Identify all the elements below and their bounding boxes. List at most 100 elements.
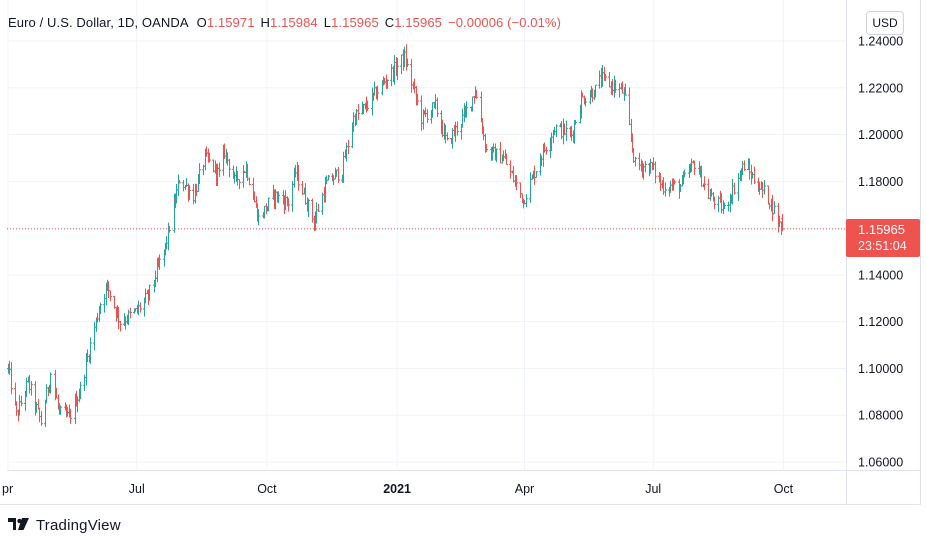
ohlc-bar [376,85,379,101]
ohlc-bar [614,79,617,93]
ohlc-bar [584,97,587,107]
y-tick-label: 1.08000 [858,409,903,423]
ohlc-bar [565,120,568,141]
ohlc-bar [317,203,320,212]
y-tick-label: 1.20000 [858,128,903,142]
ohlc-bar [727,201,730,212]
ohlc-bar [390,64,393,87]
price-chart[interactable]: 1.240001.220001.200001.180001.160001.140… [0,0,926,505]
y-tick-label: 1.10000 [858,362,903,376]
ohlc-bar [113,295,116,309]
ohlc-bar [499,141,502,164]
ohlc-bar [228,158,231,178]
ohlc-bar [480,91,483,123]
low-label: L [323,15,332,30]
ohlc-bar [400,54,403,75]
symbol-title[interactable]: Euro / U.S. Dollar, 1D, OANDA [8,15,189,30]
ohlc-bar [413,78,416,94]
grid [7,0,846,470]
ohlc-bar [347,139,350,155]
ohlc-bar [555,124,558,138]
ohlc-bar [773,201,776,215]
ohlc-bar [505,153,508,165]
last-price-value: 1.15965 [858,222,905,237]
ohlc-bar [723,202,726,210]
ohlc-bar [129,307,132,319]
ohlc-bar [158,254,161,271]
ohlc-bar [598,70,601,89]
symbol-legend: Euro / U.S. Dollar, 1D, OANDA O1.15971 H1.… [8,15,567,30]
ohlc-bar [519,182,522,199]
ohlc-bar [192,183,195,205]
x-tick-label: Jul [129,482,145,496]
high-label: H [260,15,271,30]
currency-button[interactable]: USD [866,11,904,35]
ohlc-bar [618,83,621,98]
ohlc-bar [307,198,310,217]
ohlc-bar [737,173,740,201]
x-axis-labels[interactable]: pr Jul Oct 2021 Apr Jul Oct [2,482,794,496]
ohlc-bar [301,180,304,195]
ohlc-bar [297,165,300,191]
ohlc-bar [604,73,607,82]
ohlc-bar [208,152,211,163]
ohlc-bar [267,197,270,212]
y-tick-label: 1.24000 [858,35,903,49]
ohlc-bar [426,109,429,123]
open-label: O [196,15,207,30]
ohlc-bar [148,284,151,301]
ohlc-bar [733,182,736,195]
x-tick-label: Apr [515,482,534,496]
ohlc-bar [357,104,360,121]
ohlc-bar [371,87,374,116]
ohlc-bar [99,302,102,315]
ohlc-bar [59,405,62,415]
ohlc-bar [512,165,515,183]
ohlc-bar [644,160,647,173]
ohlc-bar [416,93,419,106]
x-tick-label: Oct [257,482,277,496]
ohlc-bar [20,395,23,407]
last-price-tag: 1.15965 23:51:04 [846,219,920,257]
ohlc-bar [198,163,201,185]
ohlc-bar [420,95,423,131]
ohlc-bar [49,372,52,394]
ohlc-bar [89,337,92,364]
ohlc-bar [594,84,597,98]
y-tick-label: 1.06000 [858,456,903,470]
x-tick-label: 2021 [383,482,411,496]
ohlc-bar [178,179,181,184]
ohlc-bar [212,159,215,173]
ohlc-bar [529,172,532,203]
ohlc-bar [509,160,512,179]
y-tick-label: 1.14000 [858,268,903,282]
ohlc-bar [475,90,478,99]
ohlc-bar [781,213,784,232]
y-tick-label: 1.12000 [858,315,903,329]
ohlc-bar [257,209,260,226]
ohlc-bar [515,174,518,191]
ohlc-bar [177,174,180,197]
ohlc-bar [242,164,245,188]
tradingview-logo[interactable]: TradingView [8,515,121,535]
ohlc-bar [188,185,191,200]
ohlc-bar [525,194,528,208]
ohlc-bar [693,160,696,176]
ohlc-bar [287,198,290,212]
ohlc-bar [628,87,631,126]
ohlc-bar [366,100,369,111]
open-value: 1.15971 [206,15,255,30]
ohlc-bar [608,72,611,88]
ohlc-bar [218,162,221,178]
high-value: 1.15984 [270,15,318,30]
ohlc-bar [321,192,324,215]
chart-frame[interactable]: 1.240001.220001.200001.180001.160001.140… [0,0,926,505]
ohlc-bar [373,81,376,96]
ohlc-bar [673,179,676,185]
x-tick-label: Jul [645,482,661,496]
change-value: −0.00006 (−0.01%) [448,15,562,30]
bar-countdown: 23:51:04 [858,239,907,253]
ohlc-bar [446,132,449,141]
ohlc-bar [291,181,294,212]
ohlc-bar [424,107,427,117]
